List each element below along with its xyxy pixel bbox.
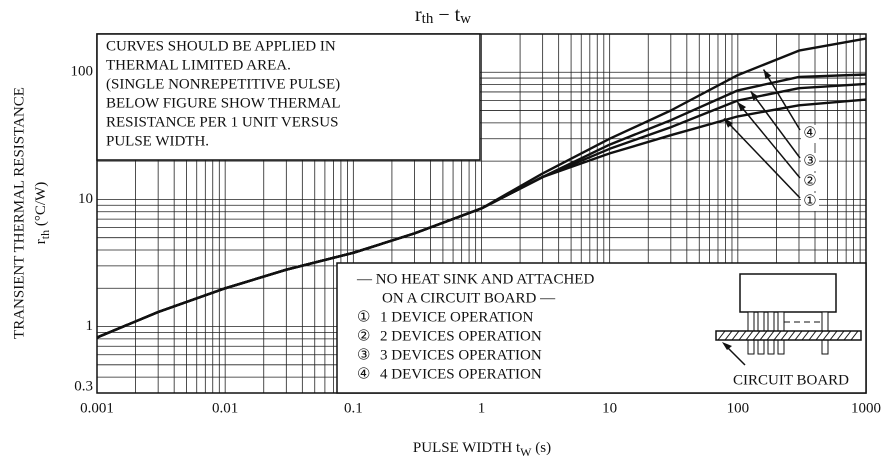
arrow-head [722,342,732,350]
curve-label-bg [801,173,819,191]
diagram-label: CIRCUIT BOARD [733,372,849,388]
hatch [794,330,803,341]
series-line [96,37,867,339]
note-text: RESISTANCE PER 1 UNIT VERSUS [106,114,338,130]
circuit-diagram [715,273,862,366]
y-tick-label: 1 [86,318,94,334]
hatch [801,330,810,341]
x-tick-label: 0.1 [344,400,363,416]
hatch [766,330,775,341]
hatch [850,330,859,341]
x-axis-label: PULSE WIDTH tW (s) [413,440,551,458]
y-tick-label: 0.3 [74,378,93,394]
curve-label: ① [803,193,816,209]
hatch [773,330,782,341]
legend-heading: ON A CIRCUIT BOARD — [382,290,556,306]
legend-label: 4 DEVICES OPERATION [380,366,542,382]
chart-title: rth − tw [415,4,471,28]
x-tick-label: 1 [478,400,486,416]
arrow-head [724,118,733,128]
curve-label: ② [803,173,816,189]
legend-marker: ④ [357,366,370,382]
label-arrow [762,69,801,131]
y-tick-label: 10 [78,191,93,207]
note-text: (SINGLE NONREPETITIVE PULSE) [106,76,340,92]
hatch [738,330,747,341]
hatch [787,330,796,341]
arrow-head [750,91,759,101]
hatch [752,330,761,341]
curve-label: ④ [803,125,816,141]
hatch [780,330,789,341]
curve-label-bg [801,125,819,143]
hatch [822,330,831,341]
hatch [829,330,838,341]
note-text: PULSE WIDTH. [106,133,209,149]
curve-label-bg [801,193,819,211]
note-text: BELOW FIGURE SHOW THERMAL [106,95,341,111]
note-text: CURVES SHOULD BE APPLIED IN [106,38,336,54]
legend-heading: — NO HEAT SINK AND ATTACHED [356,271,594,287]
note-text: THERMAL LIMITED AREA. [106,57,291,73]
legend-label: 3 DEVICES OPERATION [380,347,542,363]
hatch [843,330,852,341]
hatch [731,330,740,341]
hatch [717,330,726,341]
x-tick-label: 100 [727,400,750,416]
hatch [836,330,845,341]
legend-label: 2 DEVICES OPERATION [380,328,542,344]
curve-label: ③ [803,153,816,169]
x-tick-label: 0.01 [212,400,238,416]
label-arrow [723,118,801,199]
x-tick-label: 1000 [851,400,881,416]
hatch [724,330,733,341]
hatch [808,330,817,341]
label-arrow [736,101,801,179]
label-arrow [749,90,801,159]
arrow-head [737,102,746,112]
package [739,273,837,313]
x-tick-label: 10 [602,400,617,416]
y-axis-label: TRANSIENT THERMAL RESISTANCE [11,87,27,339]
legend-marker: ③ [357,347,370,363]
hatch [745,330,754,341]
curve-label-bg [801,153,819,171]
y-axis-symbol: rth (°C/W) [33,182,51,244]
y-tick-label: 100 [71,64,94,80]
x-tick-label: 0.001 [80,400,114,416]
hatch [759,330,768,341]
note-box [96,33,481,161]
legend-marker: ① [357,309,370,325]
hatch [815,330,824,341]
arrow-head [763,69,772,80]
legend-label: 1 DEVICE OPERATION [380,309,533,325]
legend-marker: ② [357,328,370,344]
